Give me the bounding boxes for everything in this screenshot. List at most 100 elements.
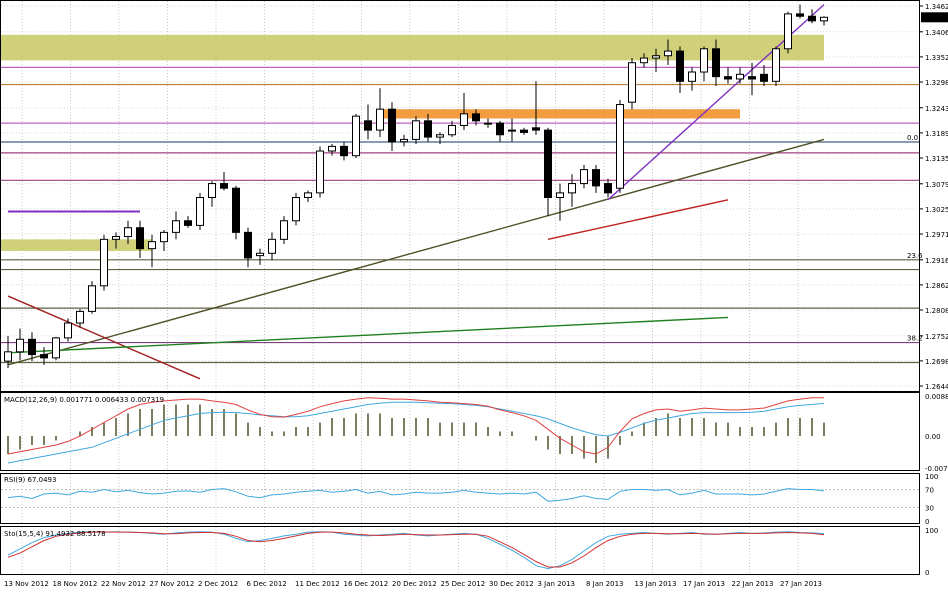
price-tick-label: 1.31350 xyxy=(925,155,948,163)
candle-body-down xyxy=(748,76,756,80)
date-tick-label: 22 Jan 2013 xyxy=(732,580,774,588)
stochastic-indicator: 100 0 xyxy=(7,527,938,577)
date-tick-label: 16 Dec 2012 xyxy=(344,580,389,588)
candle-body-down xyxy=(544,129,552,199)
current-price-box xyxy=(921,12,948,23)
date-tick-label: 27 Nov 2012 xyxy=(150,580,195,588)
date-tick-label: 8 Jan 2013 xyxy=(586,580,624,588)
candle-body-up xyxy=(640,57,648,64)
candle-body-up xyxy=(4,351,12,362)
candle-body-up xyxy=(508,129,516,132)
price-tick-label: 1.26445 xyxy=(925,383,948,391)
date-tick-label: 20 Dec 2012 xyxy=(392,580,437,588)
rsi-line xyxy=(7,488,825,502)
candle-body-up xyxy=(328,145,336,152)
date-tick-label: 25 Dec 2012 xyxy=(441,580,486,588)
stoch-label: Sto(15,5,4) 91.4932 88.5178 xyxy=(4,530,106,538)
date-tick-label: 3 Jan 2013 xyxy=(538,580,576,588)
price-tick-label: 1.32985 xyxy=(925,79,948,87)
candle-body-down xyxy=(364,120,372,131)
candle-body-up xyxy=(64,322,72,339)
rsi-panel-frame xyxy=(0,473,920,524)
price-tick-label: 1.34620 xyxy=(925,3,948,11)
stoch-main-line xyxy=(7,531,825,570)
candle-body-up xyxy=(208,183,216,199)
current-price-label: 1.34377 xyxy=(923,14,948,22)
price-tick-label: 1.26985 xyxy=(925,358,948,366)
candle-body-up xyxy=(52,337,60,359)
rsi-tick-label: 30 xyxy=(925,505,934,513)
candle-body-up xyxy=(76,310,84,324)
candle-body-up xyxy=(736,73,744,80)
candle-body-down xyxy=(712,48,720,78)
fib-label: 38.2 xyxy=(907,335,923,343)
candle-body-down xyxy=(760,73,768,82)
candle-body-up xyxy=(148,241,156,250)
candle-body-down xyxy=(424,120,432,138)
date-tick-label: 11 Dec 2012 xyxy=(295,580,340,588)
candle-body-up xyxy=(100,238,108,287)
date-tick-label: 13 Jan 2013 xyxy=(635,580,677,588)
rsi-tick-label: 100 xyxy=(925,473,938,481)
fib-label: 0.0 xyxy=(907,134,918,142)
candle-body-up xyxy=(460,113,468,126)
date-tick-label: 17 Jan 2013 xyxy=(683,580,725,588)
trendline xyxy=(547,199,729,241)
stoch-signal-line xyxy=(7,531,825,568)
trendline xyxy=(7,316,729,354)
candle-body-down xyxy=(604,183,612,194)
candle-body-up xyxy=(412,120,420,140)
fib-labels: 0.0 23.6 38.2 xyxy=(907,134,923,343)
price-tick-label: 1.32430 xyxy=(925,105,948,113)
candle-body-up xyxy=(820,16,828,22)
horizontal-levels xyxy=(1,66,919,364)
macd-panel-frame xyxy=(0,392,920,471)
macd-tick-label: -0.00711 xyxy=(925,465,948,473)
zone-band xyxy=(1,239,152,251)
candle-body-down xyxy=(232,187,240,233)
candle-body-down xyxy=(496,122,504,136)
zone-band xyxy=(376,109,740,119)
gridlines xyxy=(1,1,919,574)
trendline xyxy=(7,295,201,380)
candle-body-up xyxy=(124,227,132,238)
candle-body-up xyxy=(700,48,708,73)
macd-main-line xyxy=(7,397,824,455)
price-tick-label: 1.31890 xyxy=(925,130,948,138)
candle-body-up xyxy=(88,285,96,312)
candle-body-up xyxy=(256,252,264,257)
candle-body-down xyxy=(808,15,816,22)
rsi-tick-label: 70 xyxy=(925,487,934,495)
fib-label: 23.6 xyxy=(907,252,923,260)
candle-body-up xyxy=(580,169,588,185)
candles xyxy=(4,4,828,369)
candle-body-down xyxy=(220,183,228,189)
candle-body-up xyxy=(556,192,564,199)
candle-body-down xyxy=(676,50,684,82)
support-resistance-zones xyxy=(1,34,824,251)
stoch-panel-frame xyxy=(0,526,920,575)
candle-body-up xyxy=(400,138,408,143)
candle-body-up xyxy=(16,338,24,353)
candle-body-down xyxy=(520,129,528,133)
date-axis: 13 Nov 2012 18 Nov 2012 22 Nov 2012 27 Nov … xyxy=(4,580,822,588)
date-tick-label: 18 Nov 2012 xyxy=(53,580,98,588)
candle-body-up xyxy=(436,134,444,138)
candle-body-down xyxy=(184,220,192,226)
candle-body-down xyxy=(796,13,804,17)
candle-body-up xyxy=(616,104,624,189)
rsi-tick-label: 0 xyxy=(925,518,929,526)
candle-body-up xyxy=(304,192,312,199)
candle-body-up xyxy=(652,55,660,59)
price-tick-label: 1.30255 xyxy=(925,206,948,214)
stoch-tick-label: 0 xyxy=(925,569,929,577)
candle-body-up xyxy=(316,150,324,194)
candle-body-down xyxy=(472,113,480,122)
candle-body-up xyxy=(784,13,792,50)
candle-body-up xyxy=(292,197,300,222)
price-tick-label: 1.34065 xyxy=(925,29,948,37)
price-tick-label: 1.33525 xyxy=(925,54,948,62)
candle-body-down xyxy=(136,227,144,250)
price-tick-label: 1.28080 xyxy=(925,307,948,315)
